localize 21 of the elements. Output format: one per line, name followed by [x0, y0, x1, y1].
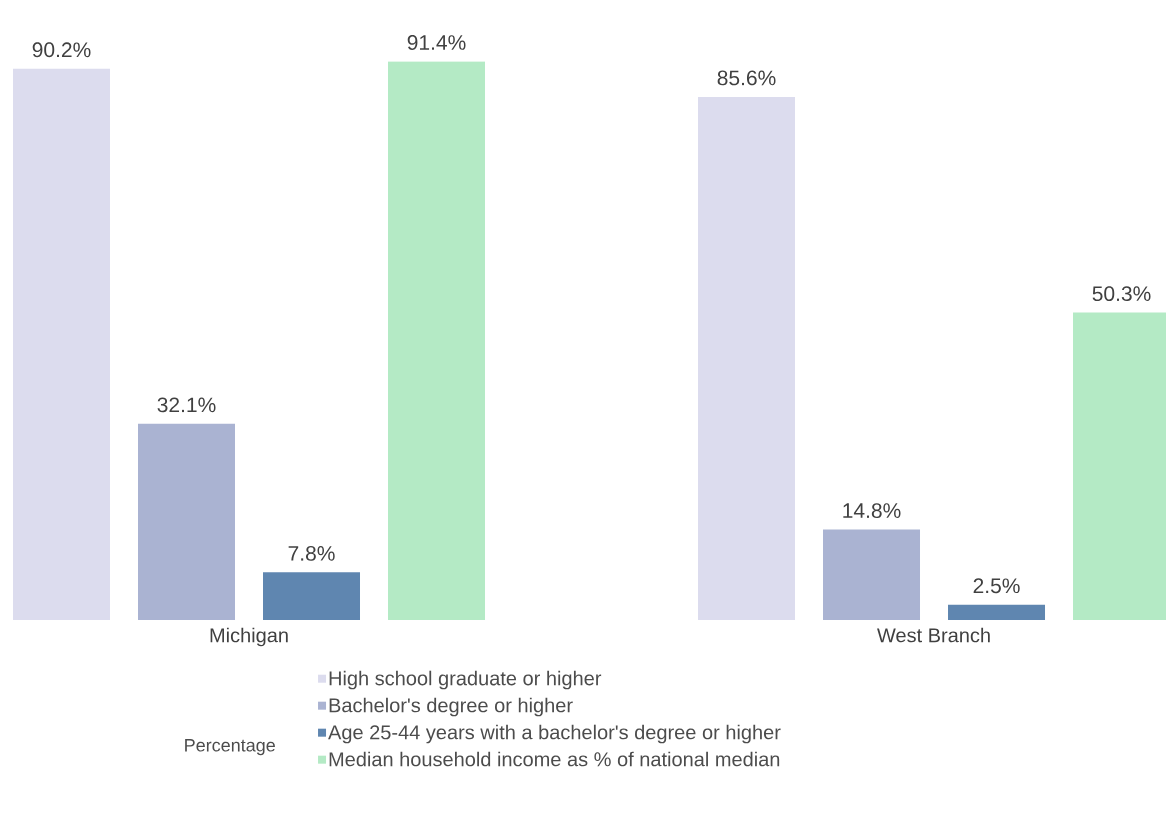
data-label: 85.6% [717, 70, 776, 86]
data-label: 91.4% [407, 35, 466, 50]
legend-label: Age 25-44 years with a bachelor's degree or higher [328, 724, 781, 744]
bar [263, 572, 361, 620]
data-label: 50.3% [1092, 286, 1151, 302]
x-tick-label: Michigan [210, 627, 288, 647]
bar [138, 423, 235, 620]
data-label: 32.1% [157, 397, 216, 413]
bar [698, 96, 796, 620]
data-label: 2.5% [973, 578, 1020, 594]
bar [13, 68, 110, 620]
legend-label: Bachelor's degree or higher [329, 697, 573, 717]
legend-label: Median household income as % of national median [329, 751, 780, 767]
bar [823, 529, 921, 620]
data-label: 90.2% [32, 42, 91, 58]
bar [948, 604, 1046, 620]
legend-title: Percentage [185, 739, 275, 756]
x-tick-label: West Branch [877, 627, 990, 643]
data-label: 14.8% [843, 503, 901, 519]
legend-label: High school graduate or higher [329, 670, 602, 690]
data-label: 7.8% [288, 545, 335, 561]
